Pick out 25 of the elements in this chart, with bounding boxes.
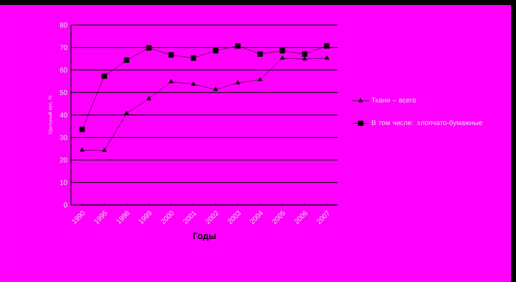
point [235,43,241,49]
point [324,43,330,49]
point [302,56,307,60]
point [190,55,196,61]
point [280,48,286,54]
point [168,79,174,84]
point [280,55,285,60]
point [146,45,152,51]
point [258,76,262,82]
point [146,96,152,100]
point [257,51,263,57]
point [124,110,129,115]
point [324,55,330,60]
point [236,80,240,84]
point [102,73,108,79]
point [302,51,308,57]
point [213,86,218,92]
point [102,148,107,152]
point [168,52,174,58]
point [191,81,196,86]
point [124,57,130,63]
x-axis-title: Годы [193,232,216,241]
point [212,48,218,54]
point [80,147,84,152]
point [79,126,85,132]
